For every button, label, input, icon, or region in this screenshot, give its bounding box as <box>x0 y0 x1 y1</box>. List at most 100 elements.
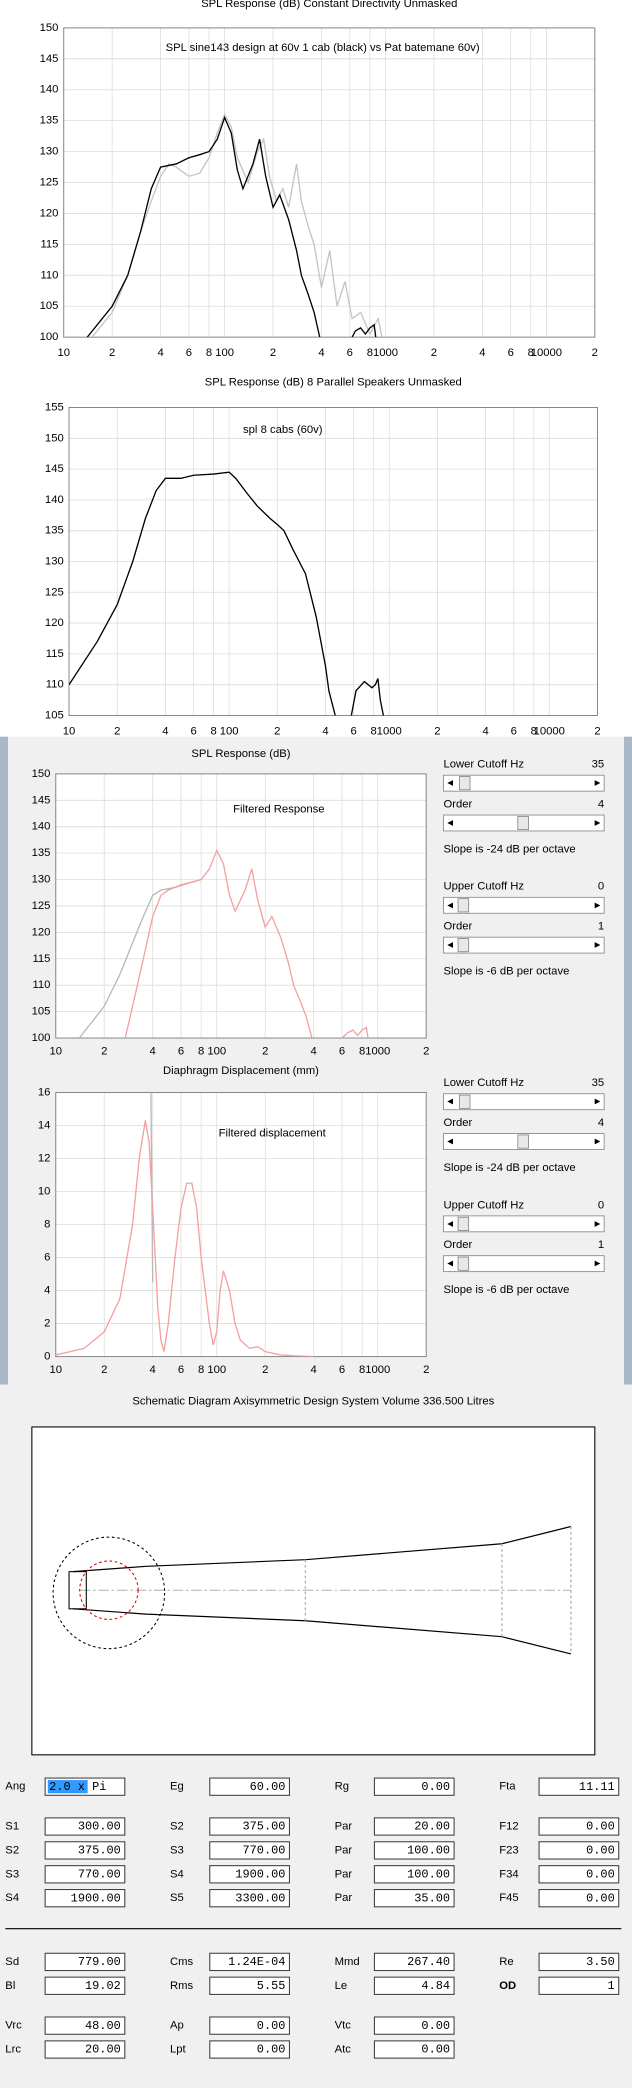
y-tick-label: 130 <box>45 555 64 567</box>
field-box <box>44 2040 126 2059</box>
order-value: 1 <box>598 1239 604 1251</box>
x-tick-label: 2 <box>109 347 115 359</box>
x-tick-label: 8 <box>359 1364 365 1376</box>
slider-thumb <box>457 1216 470 1231</box>
field-label: Cms <box>170 1956 194 1968</box>
field-box <box>44 1889 126 1908</box>
y-tick-label: 2 <box>44 1318 50 1330</box>
field-label: Lrc <box>5 2043 21 2055</box>
chamber-circle <box>52 1536 166 1650</box>
field-label: Rg <box>335 1781 349 1793</box>
field-box <box>538 1889 620 1908</box>
slider-arrow: ◂ <box>447 1218 453 1230</box>
field-label: S3 <box>5 1868 19 1880</box>
field-label: Ap <box>170 2020 184 2032</box>
x-tick-label: 10 <box>49 1045 62 1057</box>
field-box <box>209 1817 290 1836</box>
x-tick-label: 2 <box>274 725 280 737</box>
field-value: 1900.00 <box>71 1891 121 1905</box>
field-value: 2.0 x Pi <box>49 1780 106 1794</box>
x-tick-label: 4 <box>322 725 328 737</box>
field-box <box>209 1976 290 1995</box>
x-tick-label: 2 <box>431 347 437 359</box>
field-value: 60.00 <box>250 1780 286 1794</box>
slider-thumb <box>457 938 470 953</box>
y-tick-label: 16 <box>38 1086 51 1098</box>
plot-frame <box>55 773 427 1039</box>
schematic-box <box>31 1426 596 1756</box>
x-tick-label: 2 <box>114 725 120 737</box>
slider-arrow: ◂ <box>447 1258 453 1270</box>
order-label: Order <box>443 1117 472 1129</box>
field-label: Re <box>499 1956 513 1968</box>
x-tick-label: 4 <box>162 725 168 737</box>
field-box <box>209 1777 290 1796</box>
cutoff-label: Lower Cutoff Hz <box>443 1077 524 1089</box>
slope-text: Slope is -24 dB per octave <box>443 844 575 856</box>
field-value: 1 <box>608 1979 615 1993</box>
field-value: 0.00 <box>257 2043 286 2057</box>
plot-frame <box>63 27 596 338</box>
x-tick-label: 10000 <box>531 347 562 359</box>
field-box <box>538 1865 620 1884</box>
field-value: 3.50 <box>586 1955 615 1969</box>
y-tick-label: 105 <box>40 300 59 312</box>
y-tick-label: 120 <box>45 617 64 629</box>
x-tick-label: 4 <box>482 725 488 737</box>
slider-arrow: ▸ <box>595 1096 601 1108</box>
field-value: 1.24E-04 <box>228 1955 285 1969</box>
slider-arrow: ▸ <box>595 817 601 829</box>
field-value: 267.40 <box>407 1955 450 1969</box>
order-label: Order <box>443 798 472 810</box>
slider-arrow: ▸ <box>595 1258 601 1270</box>
field-value: 0.00 <box>421 2043 450 2057</box>
y-tick-label: 110 <box>46 679 64 691</box>
field-box <box>44 1817 126 1836</box>
x-tick-label: 4 <box>479 347 485 359</box>
x-tick-label: 8 <box>198 1045 204 1057</box>
slider-arrow: ◂ <box>447 777 453 789</box>
field-box <box>209 1865 290 1884</box>
field-value: 19.02 <box>85 1979 121 1993</box>
y-tick-label: 130 <box>40 146 59 158</box>
field-label: S3 <box>170 1844 184 1856</box>
y-tick-label: 120 <box>32 926 51 938</box>
field-label: F45 <box>499 1892 518 1904</box>
x-tick-label: 6 <box>339 1045 345 1057</box>
field-label: F23 <box>499 1844 518 1856</box>
y-tick-label: 150 <box>32 768 51 780</box>
slider-track <box>443 1255 605 1273</box>
x-tick-label: 2 <box>270 347 276 359</box>
x-tick-label: 10 <box>57 347 70 359</box>
field-value: 1900.00 <box>235 1867 285 1881</box>
slider-arrow: ▸ <box>595 1136 601 1148</box>
y-tick-label: 125 <box>40 177 59 189</box>
field-box <box>44 1952 126 1972</box>
x-tick-label: 8 <box>210 725 216 737</box>
y-tick-label: 140 <box>32 821 51 833</box>
x-tick-label: 2 <box>594 725 600 737</box>
field-value: 0.00 <box>586 1891 615 1905</box>
cutoff-value: 0 <box>598 1199 604 1211</box>
selection <box>47 1780 88 1794</box>
y-tick-label: 135 <box>40 115 59 127</box>
field-value: 779.00 <box>78 1955 121 1969</box>
x-tick-label: 6 <box>508 347 514 359</box>
x-tick-label: 2 <box>101 1364 107 1376</box>
slider-track <box>443 1093 605 1111</box>
field-box <box>209 1889 290 1908</box>
x-tick-label: 4 <box>150 1364 156 1376</box>
cutoff-label: Upper Cutoff Hz <box>443 1199 524 1211</box>
field-box <box>538 1777 620 1796</box>
field-box <box>209 2040 290 2059</box>
field-label: Bl <box>5 1980 15 1992</box>
x-tick-label: 6 <box>351 725 357 737</box>
x-tick-label: 2 <box>262 1364 268 1376</box>
slider-arrow: ▸ <box>595 939 601 951</box>
slider-track <box>443 936 605 954</box>
y-tick-label: 150 <box>40 22 59 34</box>
field-box <box>538 1841 620 1860</box>
field-box <box>373 1889 455 1908</box>
x-tick-label: 1000 <box>365 1364 390 1376</box>
